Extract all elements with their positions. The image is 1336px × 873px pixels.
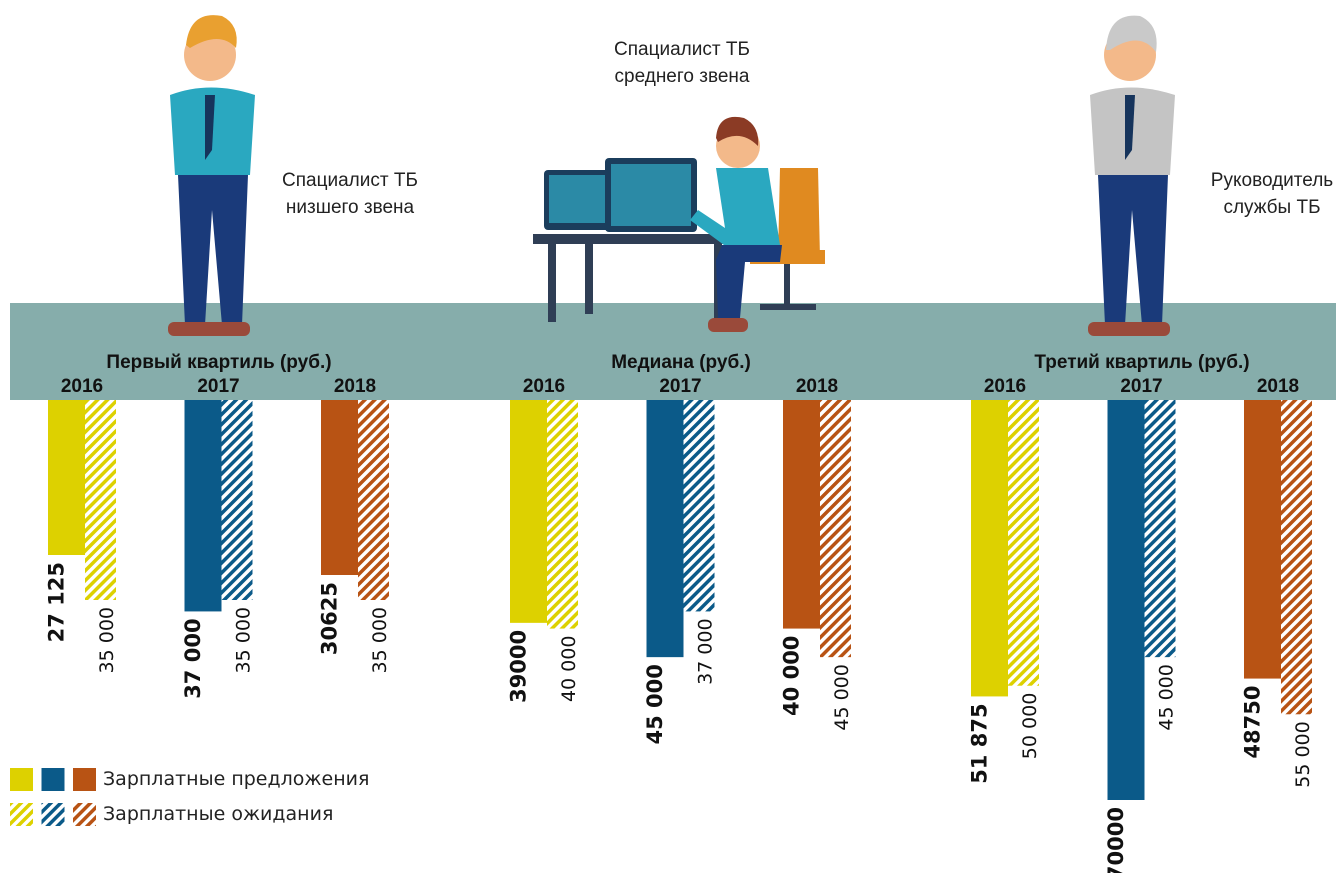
bar bbox=[321, 400, 358, 575]
year-label: 2016 bbox=[984, 376, 1026, 397]
value-label: 70000 bbox=[1104, 807, 1128, 873]
bar bbox=[1107, 400, 1145, 800]
value-label: 39000 bbox=[507, 630, 531, 703]
value-label: 45 000 bbox=[1156, 664, 1178, 730]
year-label: 2018 bbox=[796, 376, 838, 397]
year-label: 2017 bbox=[1120, 376, 1162, 397]
legend-swatch bbox=[10, 803, 33, 826]
role-label: Спациалист ТБ bbox=[282, 170, 418, 191]
legend-swatch bbox=[41, 803, 65, 826]
illustration-junior bbox=[168, 15, 255, 336]
bar bbox=[1008, 400, 1039, 686]
legend-swatch bbox=[41, 768, 65, 791]
year-label: 2017 bbox=[197, 376, 239, 397]
bar bbox=[510, 400, 547, 623]
role-label: Спациалист ТБ bbox=[614, 39, 750, 60]
year-label: 2016 bbox=[523, 376, 565, 397]
role-label: Руководитель bbox=[1211, 170, 1334, 191]
value-label: 55 000 bbox=[1292, 721, 1314, 787]
group-title: Медиана (руб.) bbox=[611, 352, 751, 373]
value-label: 27 125 bbox=[45, 562, 69, 642]
bar bbox=[184, 400, 222, 612]
value-label: 37 000 bbox=[181, 618, 205, 698]
bar bbox=[221, 400, 253, 600]
value-label: 30625 bbox=[318, 582, 342, 655]
bar bbox=[971, 400, 1008, 697]
value-label: 35 000 bbox=[233, 607, 255, 673]
value-label: 40 000 bbox=[558, 636, 580, 702]
role-label: службы ТБ bbox=[1223, 197, 1320, 218]
bar bbox=[1244, 400, 1281, 679]
legend-swatch bbox=[73, 803, 96, 826]
year-label: 2018 bbox=[334, 376, 376, 397]
bar bbox=[1281, 400, 1312, 715]
legend-swatch bbox=[10, 768, 33, 791]
bar bbox=[547, 400, 578, 629]
role-label: низшего звена bbox=[286, 197, 415, 218]
year-label: 2017 bbox=[659, 376, 701, 397]
legend-label: Зарплатные ожидания bbox=[103, 803, 333, 825]
group-title: Первый квартиль (руб.) bbox=[106, 352, 331, 373]
bar bbox=[783, 400, 820, 629]
value-label: 51 875 bbox=[968, 703, 992, 783]
bar bbox=[85, 400, 116, 600]
legend-label: Зарплатные предложения bbox=[103, 768, 369, 790]
bar bbox=[358, 400, 389, 600]
value-label: 35 000 bbox=[369, 607, 391, 673]
value-label: 35 000 bbox=[96, 607, 118, 673]
group-title: Третий квартиль (руб.) bbox=[1034, 352, 1249, 373]
value-label: 37 000 bbox=[695, 618, 717, 684]
bar bbox=[646, 400, 684, 658]
value-label: 50 000 bbox=[1019, 693, 1041, 759]
bar bbox=[1144, 400, 1176, 658]
bar bbox=[683, 400, 715, 612]
value-label: 40 000 bbox=[780, 636, 804, 716]
legend-swatch bbox=[73, 768, 96, 791]
bar bbox=[48, 400, 85, 555]
year-label: 2018 bbox=[1257, 376, 1299, 397]
value-label: 48750 bbox=[1241, 686, 1265, 759]
year-label: 2016 bbox=[61, 376, 103, 397]
illustration-head bbox=[1088, 15, 1175, 336]
bar bbox=[820, 400, 851, 658]
illustration-middle bbox=[533, 116, 825, 332]
value-label: 45 000 bbox=[643, 664, 667, 744]
value-label: 45 000 bbox=[831, 664, 853, 730]
role-label: среднего звена bbox=[615, 66, 750, 87]
